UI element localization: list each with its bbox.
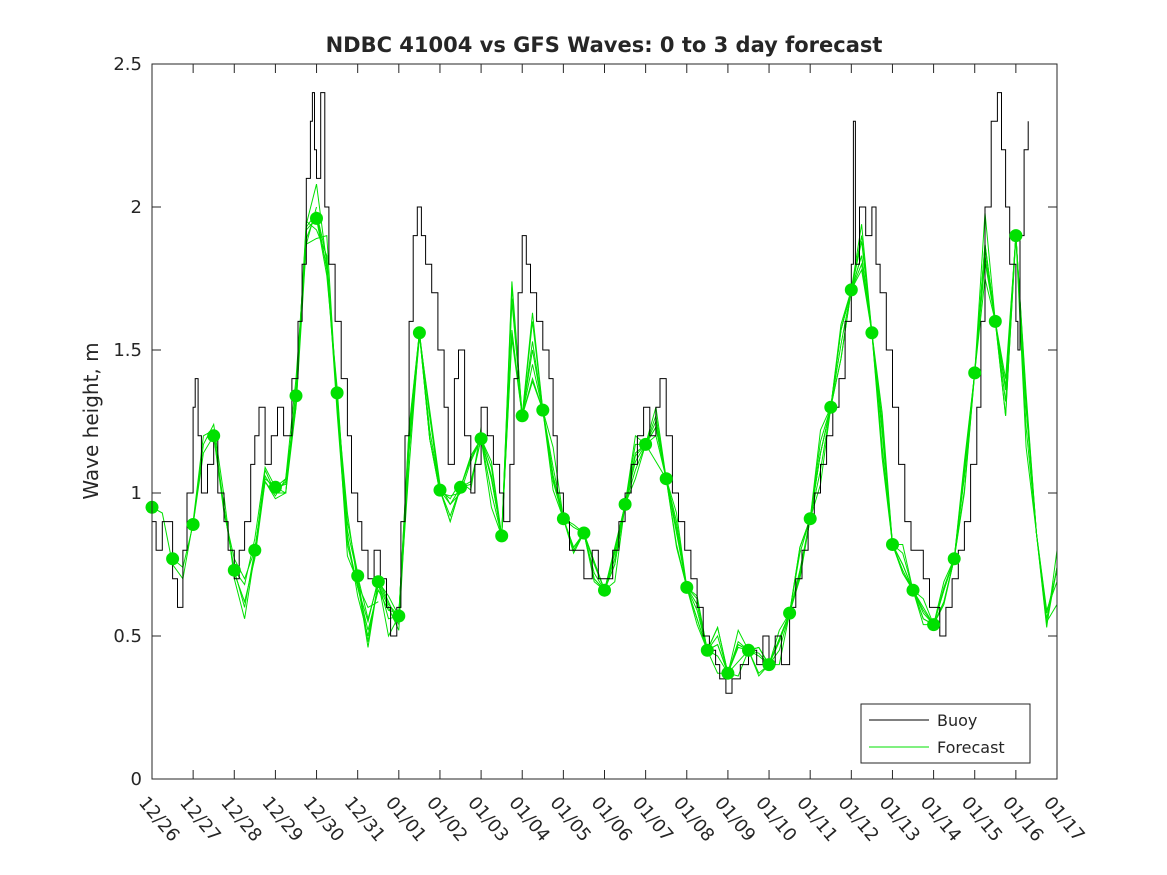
y-tick-label: 2 xyxy=(131,197,142,218)
forecast-marker xyxy=(968,366,982,380)
legend-buoy-label: Buoy xyxy=(937,711,977,730)
forecast-marker xyxy=(207,429,221,443)
forecast-marker xyxy=(742,643,755,657)
forecast-run-line xyxy=(871,235,1017,626)
forecast-marker xyxy=(783,606,797,620)
plot-frame xyxy=(151,63,1058,780)
forecast-marker xyxy=(330,386,344,400)
buoy-series xyxy=(152,92,1029,694)
forecast-marker xyxy=(351,569,365,583)
y-tick-label: 0 xyxy=(131,769,142,790)
forecast-marker xyxy=(824,400,838,414)
forecast-marker xyxy=(721,666,735,680)
forecast-marker xyxy=(371,575,385,589)
plot-area xyxy=(152,64,1057,779)
y-axis-label: Wave height, m xyxy=(79,342,103,499)
forecast-marker xyxy=(536,403,550,417)
forecast-marker xyxy=(865,326,879,340)
legend-box xyxy=(860,703,1031,764)
forecast-marker xyxy=(412,326,426,340)
forecast-marker xyxy=(680,580,694,594)
forecast-marker xyxy=(639,437,653,451)
forecast-marker xyxy=(906,583,920,597)
forecast-marker xyxy=(598,583,611,597)
forecast-marker xyxy=(803,512,817,526)
forecast-marker xyxy=(495,529,509,543)
forecast-marker xyxy=(433,483,447,497)
forecast-marker xyxy=(248,543,262,557)
forecast-markers xyxy=(145,211,1023,680)
forecast-marker xyxy=(289,389,303,403)
buoy-line xyxy=(152,92,1029,694)
forecast-marker xyxy=(268,480,282,494)
forecast-marker xyxy=(392,609,406,623)
forecast-marker xyxy=(166,552,180,566)
forecast-marker xyxy=(227,563,241,577)
y-tick-label: 0.5 xyxy=(113,626,142,647)
forecast-marker xyxy=(762,658,776,672)
forecast-marker xyxy=(577,526,591,540)
forecast-run-line xyxy=(1015,235,1058,611)
forecast-marker xyxy=(988,314,1002,328)
forecast-marker xyxy=(947,552,961,566)
forecast-series xyxy=(151,183,1058,677)
forecast-marker xyxy=(454,480,467,494)
forecast-marker xyxy=(310,211,323,225)
forecast-marker xyxy=(1009,229,1023,243)
chart-title: NDBC 41004 vs GFS Waves: 0 to 3 day fore… xyxy=(326,33,883,57)
forecast-marker xyxy=(618,497,632,511)
legend: Buoy Forecast xyxy=(860,703,1031,764)
forecast-marker xyxy=(186,518,200,531)
forecast-marker xyxy=(515,409,529,423)
y-tick-label: 1 xyxy=(131,483,142,504)
y-axis-ticks: 0 0.5 1 1.5 2 2.5 xyxy=(113,54,142,790)
forecast-marker xyxy=(700,643,714,657)
forecast-marker xyxy=(927,618,941,632)
forecast-marker xyxy=(556,512,570,526)
legend-forecast-label: Forecast xyxy=(937,738,1005,757)
forecast-marker xyxy=(659,472,673,486)
y-tick-label: 2.5 xyxy=(113,54,142,75)
y-tick-label: 1.5 xyxy=(113,340,142,361)
forecast-marker xyxy=(886,538,899,551)
forecast-marker xyxy=(844,283,858,297)
forecast-marker xyxy=(474,432,488,446)
